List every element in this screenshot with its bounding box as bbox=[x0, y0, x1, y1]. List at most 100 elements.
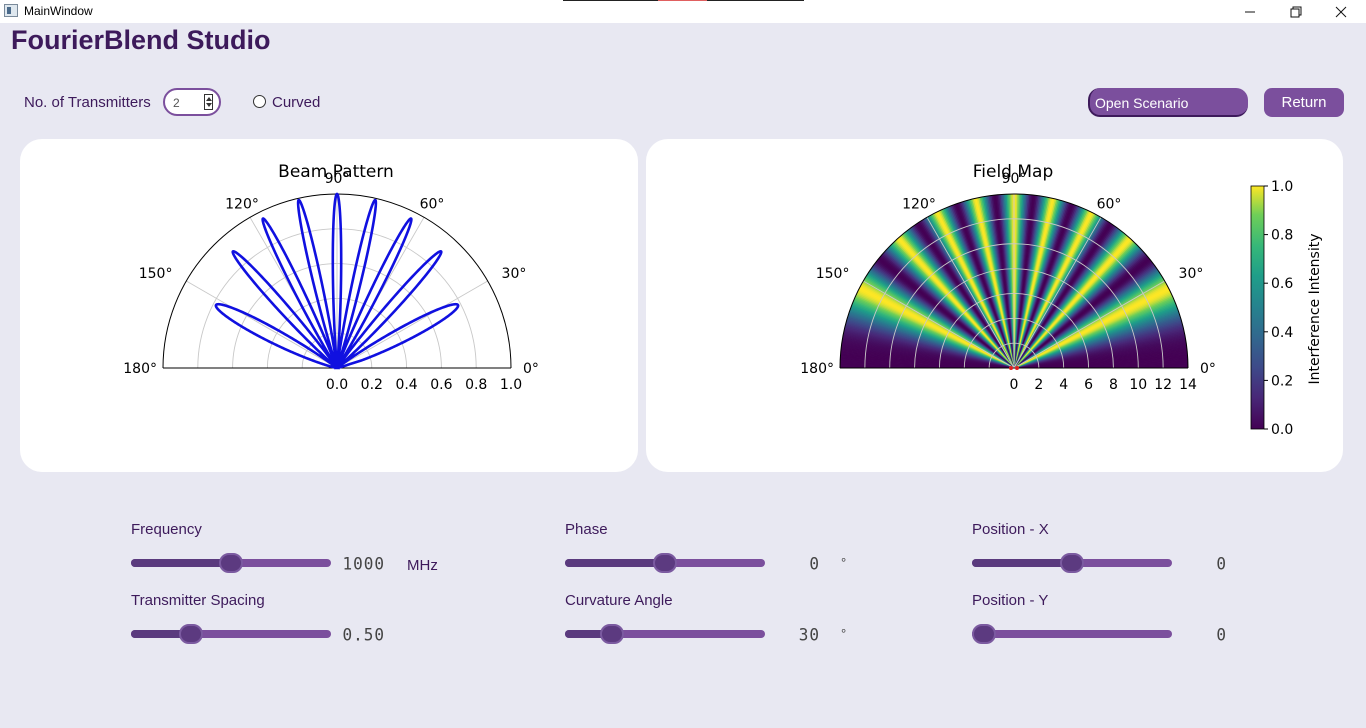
colorbar-ticks: 0.0 0.2 0.4 0.6 0.8 1.0 bbox=[1264, 179, 1293, 438]
outer-arc bbox=[839, 193, 1189, 369]
radial-tick-label: 8 bbox=[1109, 377, 1118, 393]
app-window-icon bbox=[4, 4, 18, 17]
grid-spoke bbox=[926, 217, 1015, 369]
angle-label: 0° bbox=[523, 361, 539, 377]
angle-label: 60° bbox=[420, 196, 445, 212]
position-x-label: Position - X bbox=[972, 521, 1049, 538]
open-scenario-select[interactable]: Open Scenario bbox=[1088, 88, 1248, 117]
curvature-slider[interactable] bbox=[565, 622, 765, 646]
frequency-display: 1000 bbox=[342, 553, 385, 574]
slider-track[interactable] bbox=[972, 630, 1172, 638]
position-y-label: Position - Y bbox=[972, 592, 1049, 609]
spacing-label: Transmitter Spacing bbox=[131, 592, 265, 609]
colorbar-label: Interference Intensity bbox=[1307, 233, 1323, 384]
beam-pattern-curve bbox=[214, 192, 460, 370]
slider-fill bbox=[131, 559, 231, 567]
field-map-title: Field Map bbox=[973, 162, 1054, 182]
beam-polar-grid bbox=[162, 193, 512, 369]
angle-label: 180° bbox=[800, 361, 834, 377]
transmitter-marker bbox=[1015, 366, 1019, 370]
slider-track[interactable] bbox=[131, 630, 331, 638]
curvature-display: 30 bbox=[798, 624, 820, 645]
position-y-slider[interactable] bbox=[972, 622, 1172, 646]
close-button[interactable] bbox=[1318, 0, 1364, 23]
slider-handle[interactable] bbox=[653, 553, 677, 573]
angle-label: 60° bbox=[1097, 196, 1122, 212]
angle-label: 180° bbox=[123, 361, 157, 377]
grid-spoke bbox=[1013, 217, 1102, 369]
slider-track[interactable] bbox=[565, 630, 765, 638]
curvature-label: Curvature Angle bbox=[565, 592, 673, 609]
slider-handle[interactable] bbox=[972, 624, 996, 644]
restore-icon bbox=[1290, 6, 1302, 17]
colorbar-tick-label: 0.8 bbox=[1271, 228, 1293, 244]
angle-label: 0° bbox=[1200, 361, 1216, 377]
spacing-display: 0.50 bbox=[342, 624, 385, 645]
frequency-slider[interactable] bbox=[131, 551, 331, 575]
colorbar bbox=[1250, 185, 1265, 430]
slider-fill bbox=[131, 630, 191, 638]
colorbar-tick-label: 0.0 bbox=[1271, 422, 1293, 438]
angle-label: 90° bbox=[1002, 171, 1027, 187]
radial-tick-label: 0.8 bbox=[465, 377, 487, 393]
phase-label: Phase bbox=[565, 521, 608, 538]
transmitters-spinbox[interactable]: 2 bbox=[163, 88, 221, 116]
app-title: FourierBlend Studio bbox=[11, 25, 271, 55]
return-button[interactable]: Return bbox=[1264, 88, 1344, 117]
slider-fill bbox=[972, 559, 1072, 567]
grid-spoke bbox=[186, 280, 338, 369]
radial-tick-label: 14 bbox=[1179, 377, 1197, 393]
close-icon bbox=[1335, 6, 1347, 17]
slider-fill bbox=[565, 630, 612, 638]
field-axis-labels: 0° 30° 60° 90° 120° 150° 180° 0 2 4 6 8 10 12 14 bbox=[800, 171, 1216, 393]
slider-handle[interactable] bbox=[1060, 553, 1084, 573]
radial-tick-label: 0.4 bbox=[395, 377, 417, 393]
colorbar-tick-label: 0.2 bbox=[1271, 373, 1293, 389]
restore-button[interactable] bbox=[1273, 0, 1319, 23]
radial-tick-label: 6 bbox=[1084, 377, 1093, 393]
radial-tick-label: 12 bbox=[1154, 377, 1172, 393]
angle-label: 120° bbox=[902, 196, 936, 212]
beam-pattern-title: Beam Pattern bbox=[278, 162, 394, 182]
field-map-chart: Field Map 0° 30° 60° 90° 120° 150° 180° 0 2 4 6 8 10… bbox=[800, 162, 1323, 438]
angle-label: 150° bbox=[139, 266, 173, 282]
radial-tick-label: 10 bbox=[1129, 377, 1147, 393]
transmitters-value[interactable]: 2 bbox=[173, 96, 180, 110]
grid-spoke bbox=[1013, 280, 1165, 369]
field-map-panel: Field Map 0° 30° 60° 90° 120° 150° 180° 0 2 4 6 8 10… bbox=[646, 139, 1343, 472]
radial-tick-label: 2 bbox=[1034, 377, 1043, 393]
grid-spoke bbox=[863, 280, 1015, 369]
phase-slider[interactable] bbox=[565, 551, 765, 575]
angle-label: 150° bbox=[816, 266, 850, 282]
grid-spoke bbox=[336, 280, 488, 369]
colorbar-tick-label: 1.0 bbox=[1271, 179, 1293, 195]
slider-handle[interactable] bbox=[600, 624, 624, 644]
window-title: MainWindow bbox=[24, 4, 93, 18]
slider-handle[interactable] bbox=[179, 624, 203, 644]
radial-tick-label: 0.0 bbox=[326, 377, 348, 393]
spin-arrows-icon[interactable] bbox=[204, 94, 213, 110]
phase-unit: ° bbox=[841, 555, 847, 570]
minimize-icon bbox=[1245, 11, 1255, 12]
angle-label: 120° bbox=[225, 196, 259, 212]
curved-radio[interactable] bbox=[253, 95, 266, 108]
radial-tick-label: 4 bbox=[1059, 377, 1068, 393]
spacing-slider[interactable] bbox=[131, 622, 331, 646]
colorbar-tick-label: 0.6 bbox=[1271, 276, 1293, 292]
slider-handle[interactable] bbox=[219, 553, 243, 573]
beam-axis-labels: 0° 30° 60° 90° 120° 150° 180° 0.0 0.2 0.4 0.6 0.8 1.… bbox=[123, 171, 539, 393]
transmitter-marker bbox=[1009, 366, 1013, 370]
minimize-button[interactable] bbox=[1227, 0, 1273, 23]
angle-label: 30° bbox=[502, 266, 527, 282]
curved-label[interactable]: Curved bbox=[272, 94, 321, 111]
position-x-slider[interactable] bbox=[972, 551, 1172, 575]
window-titlebar: MainWindow bbox=[0, 0, 1366, 23]
position-x-display: 0 bbox=[1216, 553, 1227, 574]
phase-display: 0 bbox=[809, 553, 820, 574]
angle-label: 30° bbox=[1179, 266, 1204, 282]
slider-fill bbox=[565, 559, 665, 567]
colorbar-tick-label: 0.4 bbox=[1271, 325, 1293, 341]
frequency-label: Frequency bbox=[131, 521, 202, 538]
frequency-unit: MHz bbox=[407, 557, 438, 574]
beam-pattern-chart: Beam Pattern 0°30°60°90°120°150°180°0.0 0… bbox=[123, 162, 539, 393]
